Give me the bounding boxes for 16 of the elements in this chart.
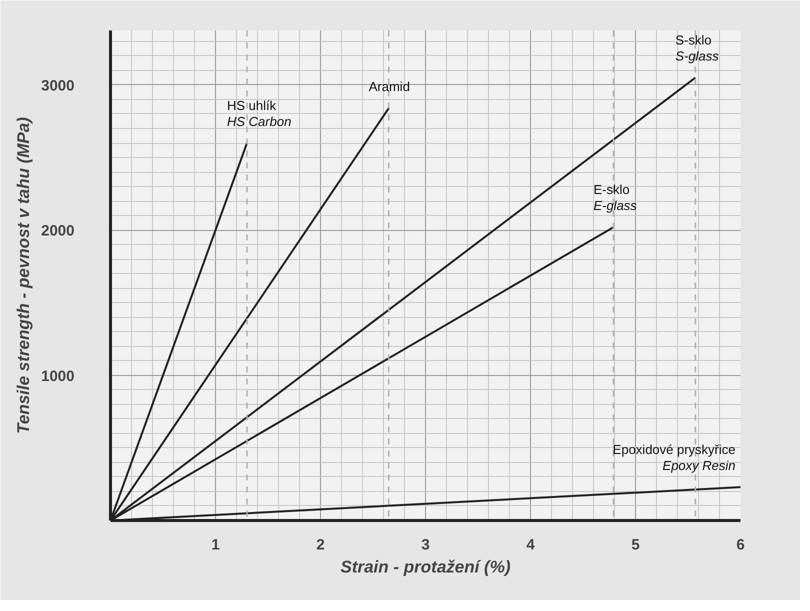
x-tick-label: 1 [211,536,220,554]
x-tick-label: 5 [631,536,640,554]
series-label: Aramid [368,79,410,94]
y-tick-label: 3000 [41,77,75,94]
series-label: HS uhlík HS Carbon [227,98,292,130]
y-axis-title: Tensile strength - pevnost v tahu (MPa) [14,116,34,434]
x-axis-title: Strain - protažení (%) [340,558,511,576]
series-label: S-sklo S-glass [675,32,720,64]
y-tick-label: 2000 [41,222,75,240]
y-tick-label: 1000 [41,368,75,385]
x-tick-label: 6 [736,536,745,554]
x-tick-label: 3 [421,536,430,554]
series-label: E-sklo E-glass [593,182,638,214]
x-tick-label: 2 [316,536,325,554]
series-label: Epoxidové pryskyřice Epoxy Resin [612,442,736,474]
x-tick-label: 4 [526,536,536,554]
